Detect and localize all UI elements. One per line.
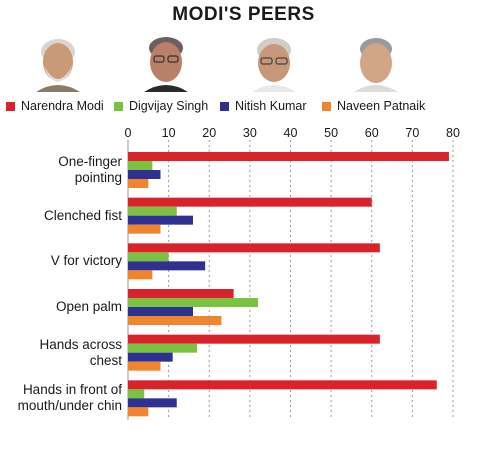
bar-digvijay-singh-open-palm <box>128 298 258 307</box>
x-tick-label: 10 <box>162 126 176 140</box>
x-tick-label: 0 <box>125 126 132 140</box>
bar-narendra-modi-open-palm <box>128 289 234 298</box>
category-label: Open palm <box>55 299 122 314</box>
legend-label: Nitish Kumar <box>235 99 307 113</box>
category-label: Hands in front of mouth/under chin <box>17 382 122 414</box>
portrait-face <box>150 42 182 82</box>
legend-item-nitish-kumar: Nitish Kumar <box>220 98 307 114</box>
bar-nitish-kumar-hands-in-front-of-mouth-under-chin <box>128 398 177 408</box>
bar-nitish-kumar-open-palm <box>128 307 193 316</box>
bar-digvijay-singh-clenched-fist <box>128 206 177 216</box>
portrait-face <box>258 44 290 82</box>
bar-nitish-kumar-clenched-fist <box>128 215 193 225</box>
bar-narendra-modi-one-finger-pointing <box>128 152 449 161</box>
x-tick-label: 50 <box>324 126 338 140</box>
x-tick-label: 80 <box>446 126 460 140</box>
x-tick-label: 40 <box>284 126 298 140</box>
bar-naveen-patnaik-hands-across-chest <box>128 361 161 371</box>
legend-swatch <box>220 101 229 111</box>
x-tick-label: 60 <box>365 126 379 140</box>
category-label: V for victory <box>50 253 122 269</box>
portrait-face <box>360 43 392 83</box>
legend-label: Narendra Modi <box>21 99 104 113</box>
portrait-beard <box>44 66 72 82</box>
bar-digvijay-singh-v-for-victory <box>128 252 169 262</box>
legend-item-digvijay-singh: Digvijay Singh <box>114 98 208 114</box>
category-label: Hands across chest <box>39 336 122 368</box>
portrait-face <box>43 43 73 81</box>
bar-digvijay-singh-hands-across-chest <box>128 343 198 353</box>
chart-title: MODI'S PEERS <box>172 4 315 25</box>
portrait-nitish-kumar <box>252 38 296 92</box>
bar-naveen-patnaik-hands-in-front-of-mouth-under-chin <box>128 407 149 417</box>
legend-swatch <box>114 101 123 111</box>
legend-swatch <box>322 101 331 111</box>
bar-narendra-modi-hands-in-front-of-mouth-under-chin <box>128 380 437 390</box>
bar-narendra-modi-hands-across-chest <box>128 334 380 344</box>
legend-item-narendra-modi: Narendra Modi <box>6 98 104 114</box>
bar-digvijay-singh-hands-in-front-of-mouth-under-chin <box>128 389 145 399</box>
x-tick-label: 30 <box>243 126 257 140</box>
legend-label: Naveen Patnaik <box>337 99 426 113</box>
bar-naveen-patnaik-v-for-victory <box>128 270 153 280</box>
bar-narendra-modi-v-for-victory <box>128 243 380 253</box>
portrait-naveen-patnaik <box>354 38 398 92</box>
portrait-digvijay-singh <box>144 37 188 92</box>
category-label: One-finger pointing <box>58 154 122 185</box>
legend-label: Digvijay Singh <box>129 99 209 113</box>
legend-item-naveen-patnaik: Naveen Patnaik <box>322 98 425 114</box>
legend-swatch <box>6 101 15 111</box>
category-label: Clenched fist <box>43 207 122 223</box>
bar-narendra-modi-clenched-fist <box>128 197 372 207</box>
x-tick-label: 20 <box>202 126 216 140</box>
bar-nitish-kumar-one-finger-pointing <box>128 170 161 179</box>
portrait-narendra-modi <box>36 39 80 92</box>
bar-digvijay-singh-one-finger-pointing <box>128 161 153 170</box>
bar-nitish-kumar-hands-across-chest <box>128 352 173 362</box>
bar-naveen-patnaik-one-finger-pointing <box>128 179 149 188</box>
x-tick-label: 70 <box>405 126 419 140</box>
bar-naveen-patnaik-clenched-fist <box>128 224 161 234</box>
bar-nitish-kumar-v-for-victory <box>128 261 206 271</box>
bar-naveen-patnaik-open-palm <box>128 316 222 325</box>
